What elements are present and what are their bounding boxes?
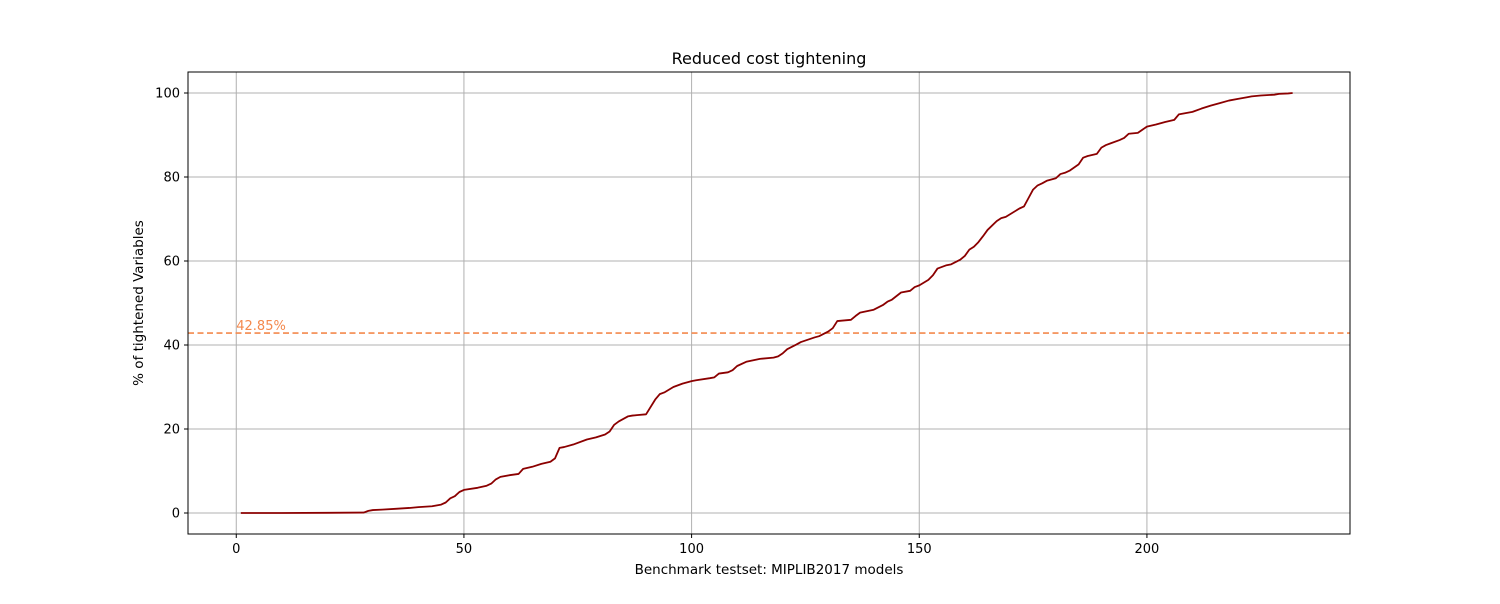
series-line <box>240 92 1293 514</box>
grid <box>188 72 1350 534</box>
chart-title: Reduced cost tightening <box>672 49 867 68</box>
x-tick-label: 150 <box>907 542 932 557</box>
x-tick-label: 50 <box>456 542 473 557</box>
series-group <box>240 92 1293 514</box>
y-tick-label: 100 <box>155 87 180 102</box>
reference-line-label: 42.85% <box>236 319 286 334</box>
y-tick-label: 60 <box>163 255 180 270</box>
y-tick-label: 40 <box>163 339 180 354</box>
y-tick-label: 0 <box>172 507 180 522</box>
y-axis-label: % of tightened Variables <box>131 220 147 386</box>
ticks: 0 50 100 150 200 0 20 40 60 80 100 <box>155 87 1159 558</box>
x-tick-label: 100 <box>679 542 704 557</box>
x-tick-label: 200 <box>1135 542 1160 557</box>
x-axis-label: Benchmark testset: MIPLIB2017 models <box>635 562 904 578</box>
y-tick-label: 80 <box>163 171 180 186</box>
y-tick-label: 20 <box>163 423 180 438</box>
reference-line-group: 42.85% <box>188 319 1350 334</box>
plot-frame <box>187 71 1351 535</box>
x-tick-label: 0 <box>232 542 240 557</box>
